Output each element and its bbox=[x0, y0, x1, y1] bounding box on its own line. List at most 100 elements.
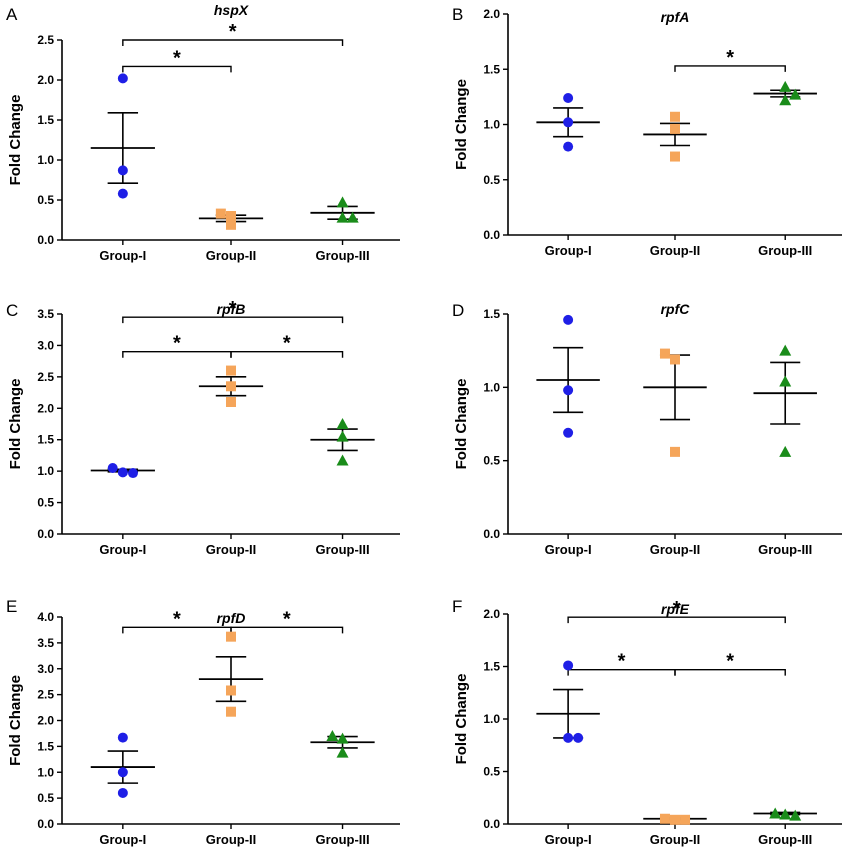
square-marker bbox=[659, 813, 670, 824]
square-marker bbox=[670, 814, 680, 825]
y-tick-label: 1.5 bbox=[37, 433, 54, 447]
chart-title: rpfA bbox=[661, 9, 690, 25]
circle-marker bbox=[117, 165, 128, 176]
x-tick-label: Group-III bbox=[758, 542, 812, 557]
square-marker bbox=[226, 631, 236, 642]
circle-marker bbox=[117, 732, 128, 743]
chart-title: hspX bbox=[214, 2, 250, 18]
circle-marker bbox=[107, 463, 118, 473]
circle-marker bbox=[563, 732, 574, 743]
triangle-marker bbox=[789, 809, 802, 821]
circle-marker bbox=[563, 92, 574, 103]
x-tick-label: Group-III bbox=[315, 542, 369, 557]
circle-marker bbox=[117, 787, 128, 798]
significance-bracket bbox=[122, 39, 344, 46]
triangle-marker bbox=[779, 445, 792, 457]
y-tick-label: 1.5 bbox=[483, 62, 500, 76]
chart-title: rpfB bbox=[217, 301, 246, 317]
square-marker bbox=[226, 211, 236, 221]
square-marker bbox=[226, 397, 236, 407]
y-tick-label: 1.5 bbox=[37, 739, 54, 753]
circle-marker bbox=[127, 468, 138, 479]
y-tick-label: 1.5 bbox=[37, 113, 54, 127]
significance-bracket bbox=[122, 316, 344, 324]
x-tick-label: Group-II bbox=[206, 832, 257, 847]
triangle-marker bbox=[779, 80, 792, 92]
circle-marker bbox=[117, 767, 128, 778]
y-tick-label: 0.0 bbox=[37, 527, 54, 541]
chart-title: rpfD bbox=[217, 610, 246, 626]
x-tick-label: Group-I bbox=[99, 248, 146, 263]
x-tick-label: Group-II bbox=[206, 248, 257, 263]
circle-marker bbox=[563, 427, 574, 438]
triangle-marker bbox=[336, 418, 349, 429]
y-tick-label: 1.0 bbox=[483, 380, 500, 394]
y-tick-label: 3.0 bbox=[37, 338, 54, 352]
y-tick-label: 2.0 bbox=[37, 714, 54, 728]
circle-marker bbox=[563, 660, 574, 671]
significance-bracket bbox=[122, 65, 232, 73]
square-marker bbox=[670, 151, 680, 162]
square-marker bbox=[670, 111, 680, 122]
y-tick-label: 0.5 bbox=[483, 173, 500, 187]
significance-star: * bbox=[726, 47, 734, 69]
square-marker bbox=[659, 348, 670, 359]
y-axis-label: Fold Change bbox=[7, 95, 24, 186]
y-tick-label: 0.5 bbox=[37, 496, 54, 510]
square-marker bbox=[215, 208, 226, 219]
panel-letter: D bbox=[452, 301, 464, 320]
circle-marker bbox=[117, 73, 128, 84]
significance-star: * bbox=[726, 651, 734, 673]
x-tick-label: Group-II bbox=[650, 542, 701, 557]
circle-marker bbox=[563, 117, 574, 128]
triangle-marker bbox=[779, 808, 792, 820]
y-tick-label: 1.0 bbox=[37, 153, 54, 167]
chart-title: rpfC bbox=[661, 301, 691, 317]
y-tick-label: 2.5 bbox=[37, 370, 54, 384]
triangle-marker bbox=[779, 344, 792, 356]
triangle-marker bbox=[769, 807, 782, 819]
x-tick-label: Group-III bbox=[315, 248, 369, 263]
circle-marker bbox=[117, 188, 128, 199]
y-axis-label: Fold Change bbox=[453, 79, 470, 170]
x-tick-label: Group-I bbox=[545, 243, 592, 258]
panel-letter: B bbox=[452, 5, 463, 24]
y-tick-label: 0.5 bbox=[483, 765, 500, 779]
significance-bracket bbox=[674, 65, 786, 72]
x-tick-label: Group-I bbox=[99, 542, 146, 557]
y-axis-label: Fold Change bbox=[453, 674, 470, 765]
triangle-marker bbox=[326, 730, 339, 742]
triangle-marker bbox=[336, 454, 349, 466]
square-marker bbox=[670, 446, 680, 457]
triangle-marker bbox=[779, 375, 792, 387]
x-tick-label: Group-II bbox=[650, 832, 701, 847]
significance-star: * bbox=[618, 651, 626, 673]
circle-marker bbox=[563, 141, 574, 152]
y-tick-label: 1.0 bbox=[37, 765, 54, 779]
y-tick-label: 0.0 bbox=[483, 817, 500, 831]
y-axis-label: Fold Change bbox=[7, 379, 24, 470]
y-tick-label: 3.5 bbox=[37, 636, 54, 650]
y-tick-label: 0.5 bbox=[37, 791, 54, 805]
significance-star: * bbox=[229, 21, 237, 43]
y-tick-label: 2.0 bbox=[483, 607, 500, 621]
x-tick-label: Group-I bbox=[99, 832, 146, 847]
y-axis-label: Fold Change bbox=[453, 379, 470, 470]
square-marker bbox=[680, 814, 691, 825]
y-tick-label: 0.0 bbox=[37, 817, 54, 831]
x-tick-label: Group-II bbox=[650, 243, 701, 258]
triangle-marker bbox=[336, 732, 349, 744]
significance-bracket bbox=[674, 668, 786, 676]
panel-letter: C bbox=[6, 301, 18, 320]
circle-marker bbox=[563, 385, 574, 396]
y-tick-label: 0.0 bbox=[483, 228, 500, 242]
square-marker bbox=[226, 365, 236, 376]
x-tick-label: Group-III bbox=[758, 832, 812, 847]
panel-letter: F bbox=[452, 597, 462, 616]
y-tick-label: 1.0 bbox=[483, 118, 500, 132]
y-tick-label: 2.0 bbox=[37, 73, 54, 87]
